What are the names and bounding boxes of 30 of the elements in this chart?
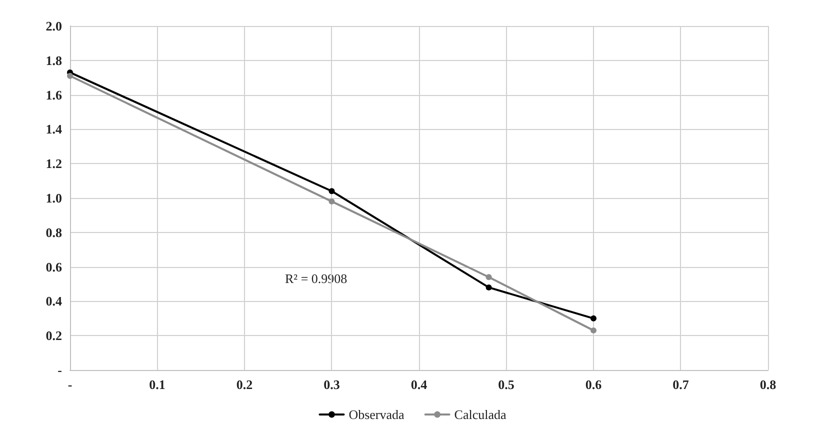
x-tick-label: 0.2: [236, 377, 253, 392]
annotation: R² = 0.9908: [285, 271, 348, 286]
point: [328, 188, 335, 194]
x-tick-label: 0.8: [760, 377, 777, 392]
y-tick-label: 1.2: [46, 156, 62, 172]
point: [328, 198, 335, 204]
x-tick-label: 0.6: [585, 377, 602, 392]
x-tick-label: 0.7: [672, 377, 690, 392]
point: [486, 274, 492, 280]
x-tick-label: 0.4: [410, 377, 428, 392]
point: [67, 72, 73, 79]
x-tick-label: -: [68, 377, 72, 392]
legend-label: Observada: [348, 407, 405, 422]
x-tick-label: 0.5: [498, 377, 515, 392]
y-tick-label: 1.6: [46, 87, 62, 102]
y-tick-label: 0.2: [46, 328, 62, 344]
point: [590, 315, 596, 322]
legend-label: Calculada: [454, 407, 507, 422]
point: [486, 284, 492, 290]
point: [590, 327, 596, 334]
y-tick-label: 0.6: [46, 259, 62, 274]
y-tick-label: 2.0: [46, 18, 62, 34]
y-tick-label: 0.4: [46, 294, 62, 309]
y-tick-label: 1.4: [46, 122, 62, 137]
y-tick-label: 1.0: [46, 190, 62, 206]
y-tick-label: 0.8: [46, 224, 62, 240]
y-tick-label: -: [58, 362, 62, 378]
x-tick-label: 0.3: [324, 377, 340, 392]
x-tick-label: 0.1: [149, 377, 166, 392]
y-tick-label: 1.8: [46, 52, 62, 68]
